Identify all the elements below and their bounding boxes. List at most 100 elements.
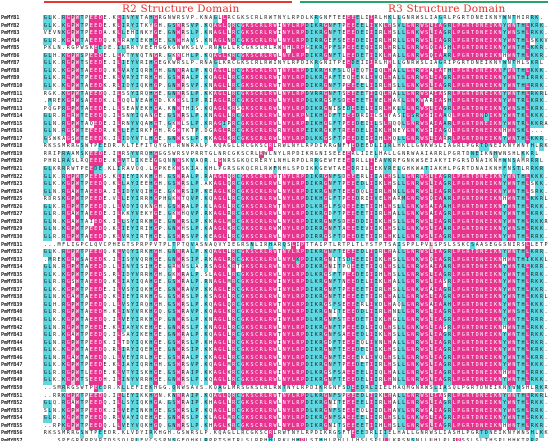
alignment-row: PmMYB10 G L K. K G P W T A E E D K. R L I D Y I Q K H G P. G N W R S V… [0, 82, 550, 91]
alignment-row: PmMYB44 G L N. R G P W T P E E D K. I L T D Y I Q K H G E. G S W R S L… [0, 339, 550, 348]
alignment-row: PmMYB6 G L H. K G P W S P E E D E. L L K T Y V Q T N G R. G K W C H L P… [0, 52, 550, 61]
alignment-row: PmMYB16 G L N. R G S W T E E E D R. K L L E F I R K F G H. R G W T K T… [0, 128, 550, 136]
sequence-name: PmMYB36 [1, 279, 23, 286]
sequence-name: PmMYB44 [1, 339, 23, 346]
sequence-name: PmMYB14 [1, 113, 23, 120]
alignment-row: PmMYB17 G S W K A G S W T E E E D K. I L I D Y V T L H G E. G N W K S L… [0, 135, 550, 144]
sequence-name: PmMYB29 [1, 226, 23, 233]
sequence-name: PmMYB19 [1, 150, 23, 157]
alignment-row: PmMYB20 P H R L R A S L R Q E E D E. K L V T L I K E E G G Q N N W S K V… [0, 158, 550, 166]
alignment-row: PmMYB36 G L R. R G S W T A E E D Q. K L I A Y I Q A H G E. G S W R A L… [0, 279, 550, 287]
sequence-name: PmMYB41 [1, 317, 23, 323]
sequence-name: PmMYB51 [1, 392, 23, 399]
alignment-row: PmMYB24 G L N. R G A W T A E E D A. I L I D Y V Q I H G E. G K W R S I… [0, 188, 550, 197]
sequence-name: PmMYB53 [1, 407, 23, 414]
alignment-row: PmMYB28 G L N. K G A W T A I E D K. I L L S Y I R K H G E. G N W R S L… [0, 218, 550, 227]
sequence-name: PmMYB1 [1, 15, 20, 21]
alignment-row: PmMYB50 .. S M R R G S W T P E E D R. K L L E F I E K H G G. Q N W S A… [0, 384, 550, 393]
sequence-name: PmMYB47 [1, 362, 23, 369]
sequence-name: PmMYB25 [1, 196, 23, 203]
alignment-row: PmMYB23 G L K. K G P W T P E E D Q. K L L A Y I E E H G H. G S W R S L… [0, 181, 550, 189]
sequence-name: PmMYB5 [1, 45, 20, 52]
alignment-row: PmMYB29 G L N. K G P W T P E E D Q. K L I E Y I R I H G P. G N W H S L… [0, 226, 550, 234]
alignment-row: PmMYB8 G L K. K G P W T A E E D Q. K L V A Y I Q R H G H. G N W R A L P… [0, 67, 550, 76]
alignment-row: PmMYB1 G L K. R G P W T P E E D E. K L I N Y V T A H G R G N W R S V P.… [0, 15, 550, 23]
alignment-row: PmMYB55 .. R P K G P W T P E E D Q. L L V E Y V Q K H G Q. G N W R S L… [0, 422, 550, 431]
alignment-row: PmMYB34 G L N. R G P W T A E E D D. L L I N Y I S I H G E. G R W N S L… [0, 264, 550, 272]
alignment-row: PmMYB19 R R I P R A A M S K E E D E. I L R S Y V R Q H G G G S W R S V P… [0, 150, 550, 159]
alignment-row: PmMYB5 P K L N. R G P W S K E E D E. I L R R Y V E E H G G K G N W K S L… [0, 45, 550, 53]
alignment-row: PmMYB40 G L R. R G P W T A E E D H. K L I N Y V R K H G Q. G S W R A V… [0, 309, 550, 317]
sequence-name: PmMYB24 [1, 188, 23, 195]
sequence-name: PmMYB42 [1, 324, 23, 331]
alignment-row: PmMYB31 ... M F L I G P C L Q V C P H E G T S P R P P V T P L T P T Q V… [0, 241, 550, 250]
sequence-name: PmMYB17 [1, 135, 23, 142]
alignment-row: PmMYB18 R K S S M R R G S W T P E E D R. K L T E F I T Q Y G H. R N W R… [0, 143, 550, 151]
alignment-row: PmMYB51 .. R R K G P W T P E E D Q. I L L E Y I K K H G N. K N W R A I… [0, 392, 550, 401]
alignment-row: PmMYB41 G L K. K G P W T A E E D Q. I L V E Y I R K H G P. G N W R S L… [0, 317, 550, 325]
r3-domain-label: R3 Structure Domain [388, 3, 506, 15]
alignment-row: PmMYB14 G L R. R G R W T E E E D Q. I L S N Y I Q A N G E. G S W R S L… [0, 113, 550, 121]
alignment-row: PmMYB32 G L K. R G P W T P E E D Q. K L V Q Y I R K H G H. G N W R A L… [0, 249, 550, 257]
sequence-name: PmMYB20 [1, 158, 23, 165]
sequence-name: PmMYB21 [1, 166, 23, 172]
alignment-row: PmMYB35 G L K. K G P W T P E E D S. R L I D Y V R R H G H. G K W R A L… [0, 271, 550, 280]
sequence-name: PmMYB40 [1, 309, 23, 316]
sequence-name: PmMYB54 [1, 415, 23, 422]
sequence-name: PmMYB6 [1, 52, 20, 59]
sequence-name: PmMYB11 [1, 90, 23, 97]
alignment-row: PmMYB48 G L R. R G P W T L E E D E. K L V T Y I S K H G E. G S W R A I… [0, 369, 550, 378]
alignment-row: PmMYB39 G L H. R G P W T P E E D Q. L L V S Y I R Q H G H. G S W R S L… [0, 301, 550, 310]
sequence-name: PmMYB8 [1, 67, 20, 74]
alignment-row: PmMYB46 G L N. R G A W T A E E D Q. L L V E Y I R L H G E. G S W R A L… [0, 354, 550, 363]
alignment-row: PmMYB4 G L R. K G A W T A E E D Q. K L R A Y I E K H G E. G N W H A V S… [0, 37, 550, 46]
alignment-row: PmMYB3 V E V N K G P W T P E E D A. K L L E H I N K Y G E. G N W R S L P… [0, 30, 550, 38]
sequence-name: PmMYB13 [1, 105, 23, 112]
alignment-row: PmMYB33 . M R E K G R W S A E E D K. I L I S Y V Q R H G E. G N W R S I… [0, 256, 550, 265]
sequence-name: PmMYB12 [1, 98, 23, 105]
sequence-name: PmMYB43 [1, 332, 23, 339]
alignment-row: PmMYB45 G L K. K G P W T A E E D Q. R L I R Y I Q E H G E. G N W R S I… [0, 347, 550, 355]
alignment-row: PmMYB37 G L K. K G P W T P E E D E. I L V S Y I Q K H G E. G N W R A V… [0, 286, 550, 295]
alignment-row: PmMYB42 G L N. R G P W T P E E D E. K L I A Y V K E H G E. G N W R S L… [0, 324, 550, 333]
alignment-row: PmMYB54 G L R. K G P W T P E E D Q. R L V A Y I Q E H G E. G N W R S L… [0, 415, 550, 423]
sequence-name: PmMYB39 [1, 301, 23, 308]
sequence-name: PmMYB4 [1, 37, 20, 44]
alignment-row: PmMYB56 R K S S M R R G S W T P E E D R. K L V D Y I R K H G H. G S W R… [0, 430, 550, 438]
